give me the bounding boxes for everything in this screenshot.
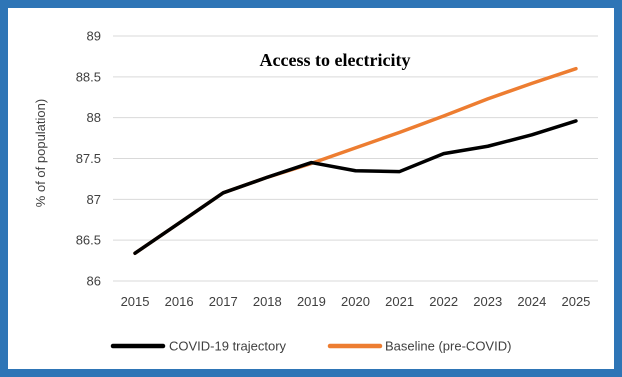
x-tick-label: 2024 xyxy=(517,294,546,309)
series-line-covid-19-trajectory xyxy=(133,119,578,255)
y-tick-label: 88 xyxy=(87,110,101,125)
chart-title: Access to electricity xyxy=(260,50,411,70)
x-tick-label: 2020 xyxy=(341,294,370,309)
x-tick-label: 2025 xyxy=(561,294,590,309)
series-lines xyxy=(133,66,578,255)
legend-label: Baseline (pre-COVID) xyxy=(385,339,511,354)
y-tick-label: 86.5 xyxy=(76,233,101,248)
gridlines xyxy=(113,35,598,282)
y-tick-label: 87.5 xyxy=(76,151,101,166)
y-tick-labels: 86 86.5 87 87.5 88 88.5 89 xyxy=(76,29,101,289)
legend: COVID-19 trajectory Baseline (pre-COVID) xyxy=(110,339,511,354)
x-tick-label: 2022 xyxy=(429,294,458,309)
x-tick-label: 2021 xyxy=(385,294,414,309)
x-tick-label: 2023 xyxy=(473,294,502,309)
x-tick-label: 2018 xyxy=(253,294,282,309)
x-tick-label: 2019 xyxy=(297,294,326,309)
x-tick-label: 2016 xyxy=(165,294,194,309)
legend-label: COVID-19 trajectory xyxy=(169,339,287,354)
y-axis-label: % of of population) xyxy=(33,99,48,207)
y-tick-label: 86 xyxy=(87,274,101,289)
y-tick-label: 89 xyxy=(87,29,101,44)
x-tick-label: 2015 xyxy=(121,294,150,309)
chart-frame: 86 86.5 87 87.5 88 88.5 89 2015 2016 2017 2018 201… xyxy=(8,8,614,369)
x-tick-label: 2017 xyxy=(209,294,238,309)
series-line-baseline-pre-covid xyxy=(133,66,578,255)
y-tick-label: 88.5 xyxy=(76,69,101,84)
y-tick-label: 87 xyxy=(87,192,101,207)
x-tick-labels: 2015 2016 2017 2018 2019 2020 2021 2022 2023 2024… xyxy=(121,294,591,309)
